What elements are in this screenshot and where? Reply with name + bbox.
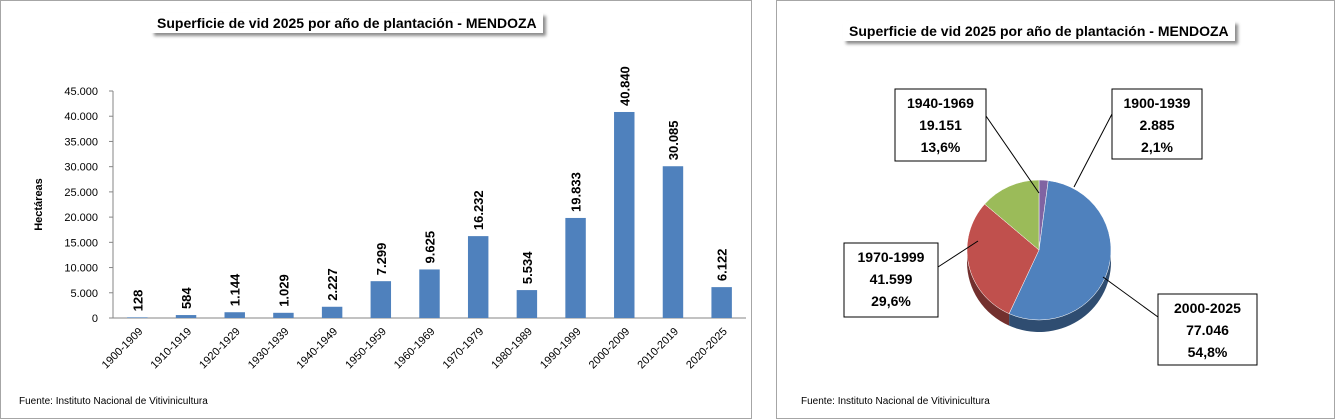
pie-label-box [1111, 88, 1203, 160]
x-tick-label: 1930-1939 [246, 326, 292, 372]
bar-value-label: 16.232 [471, 190, 486, 230]
x-tick-label: 1920-1929 [197, 326, 243, 372]
pie-slice-value: 2.885 [1139, 117, 1174, 133]
x-tick-label: 1940-1949 [295, 326, 341, 372]
bar [127, 317, 148, 318]
y-tick-label: 35.000 [64, 136, 98, 148]
bar-chart-panel: Superficie de vid 2025 por año de planta… [0, 0, 752, 419]
bar-chart-title: Superficie de vid 2025 por año de planta… [151, 13, 543, 33]
x-tick-label: 2020-2025 [684, 326, 730, 372]
x-tick-label: 1950-1959 [343, 326, 389, 372]
pie-slice-percent: 2,1% [1141, 139, 1173, 155]
x-tick-label: 1990-1999 [538, 326, 584, 372]
pie-slice-side [967, 250, 1010, 326]
pie-slice [966, 203, 1040, 315]
x-tick-label: 1980-1989 [489, 326, 535, 372]
pie-label-box [1157, 293, 1258, 366]
pie-slice [984, 179, 1040, 251]
bar-value-label: 1.029 [276, 274, 291, 307]
x-tick-label: 1910-1919 [148, 326, 194, 372]
pie-slice-side [1009, 250, 1111, 332]
pie-slice-percent: 29,6% [871, 293, 911, 309]
bar [614, 111, 635, 318]
bar-value-label: 30.085 [666, 120, 681, 160]
bar-value-label: 5.534 [520, 251, 535, 284]
pie-slice-label: 1970-1999 [858, 249, 925, 265]
y-tick-label: 15.000 [64, 237, 98, 249]
pie-leader-line [1102, 276, 1159, 318]
bar [224, 312, 245, 318]
bar-chart: 0 5.000 10.000 15.000 20.000 25.000 30.000 35.0… [33, 66, 746, 372]
bar [662, 166, 684, 318]
bar-value-label: 7.299 [374, 243, 389, 276]
pie-slice-label: 2000-2025 [1174, 300, 1241, 316]
bar-value-label: 19.833 [569, 172, 584, 212]
pie-label-box [894, 88, 987, 162]
bar-value-label: 584 [179, 287, 194, 309]
y-tick-label: 40.000 [64, 111, 98, 123]
x-tick-label: 1970-1979 [441, 326, 487, 372]
x-tick-label: 2000-2009 [587, 326, 633, 372]
bar [321, 306, 343, 318]
bar [370, 281, 392, 318]
x-tick-label: 2010-2019 [635, 326, 681, 372]
bar-value-label: 9.625 [423, 231, 438, 264]
bar-value-label: 1.144 [228, 273, 243, 306]
pie-leader-line [985, 115, 1040, 194]
pie-leader-line [937, 240, 979, 268]
y-tick-label: 0 [92, 313, 98, 325]
bar [565, 217, 586, 318]
y-tick-label: 10.000 [64, 263, 98, 275]
y-tick-label: 5.000 [70, 288, 98, 300]
bar [175, 315, 197, 318]
bar [273, 312, 294, 318]
bar-value-label: 6.122 [715, 249, 730, 282]
pie-slice-label: 1900-1939 [1124, 95, 1191, 111]
pie-leader-line [1073, 113, 1113, 188]
pie-chart-panel: Superficie de vid 2025 por año de planta… [776, 0, 1335, 419]
bar-value-label: 40.840 [617, 66, 632, 106]
pie-chart-title: Superficie de vid 2025 por año de planta… [843, 21, 1235, 41]
x-tick-label: 1900-1909 [100, 326, 146, 372]
pie-chart: 1900-1939 2.885 2,1% 2000-2025 77.046 54,8% 19… [843, 88, 1258, 366]
pie-slice-percent: 13,6% [921, 139, 961, 155]
bar-value-label: 2.227 [325, 268, 340, 301]
y-tick-label: 30.000 [64, 162, 98, 174]
pie-chart-source: Fuente: Instituto Nacional de Vitivinicu… [801, 396, 990, 407]
y-tick-label: 45.000 [64, 86, 98, 98]
y-tick-label: 25.000 [64, 187, 98, 199]
pie-slice-value: 77.046 [1186, 322, 1229, 338]
bar [516, 290, 538, 318]
pie-slice-label: 1940-1969 [907, 95, 974, 111]
pie-slice-value: 19.151 [919, 117, 962, 133]
bar-value-label: 128 [130, 290, 145, 312]
bar-chart-source: Fuente: Instituto Nacional de Vitivinicu… [19, 396, 208, 407]
bar [419, 269, 440, 318]
pie-slice-percent: 54,8% [1188, 344, 1228, 360]
bar [711, 287, 732, 318]
y-axis-title: Hectáreas [33, 178, 45, 231]
bar [467, 236, 489, 318]
pie-slice-value: 41.599 [870, 271, 913, 287]
y-tick-label: 20.000 [64, 212, 98, 224]
x-tick-label: 1960-1969 [392, 326, 438, 372]
pie-slice [1008, 180, 1112, 321]
pie-label-box [843, 242, 939, 318]
